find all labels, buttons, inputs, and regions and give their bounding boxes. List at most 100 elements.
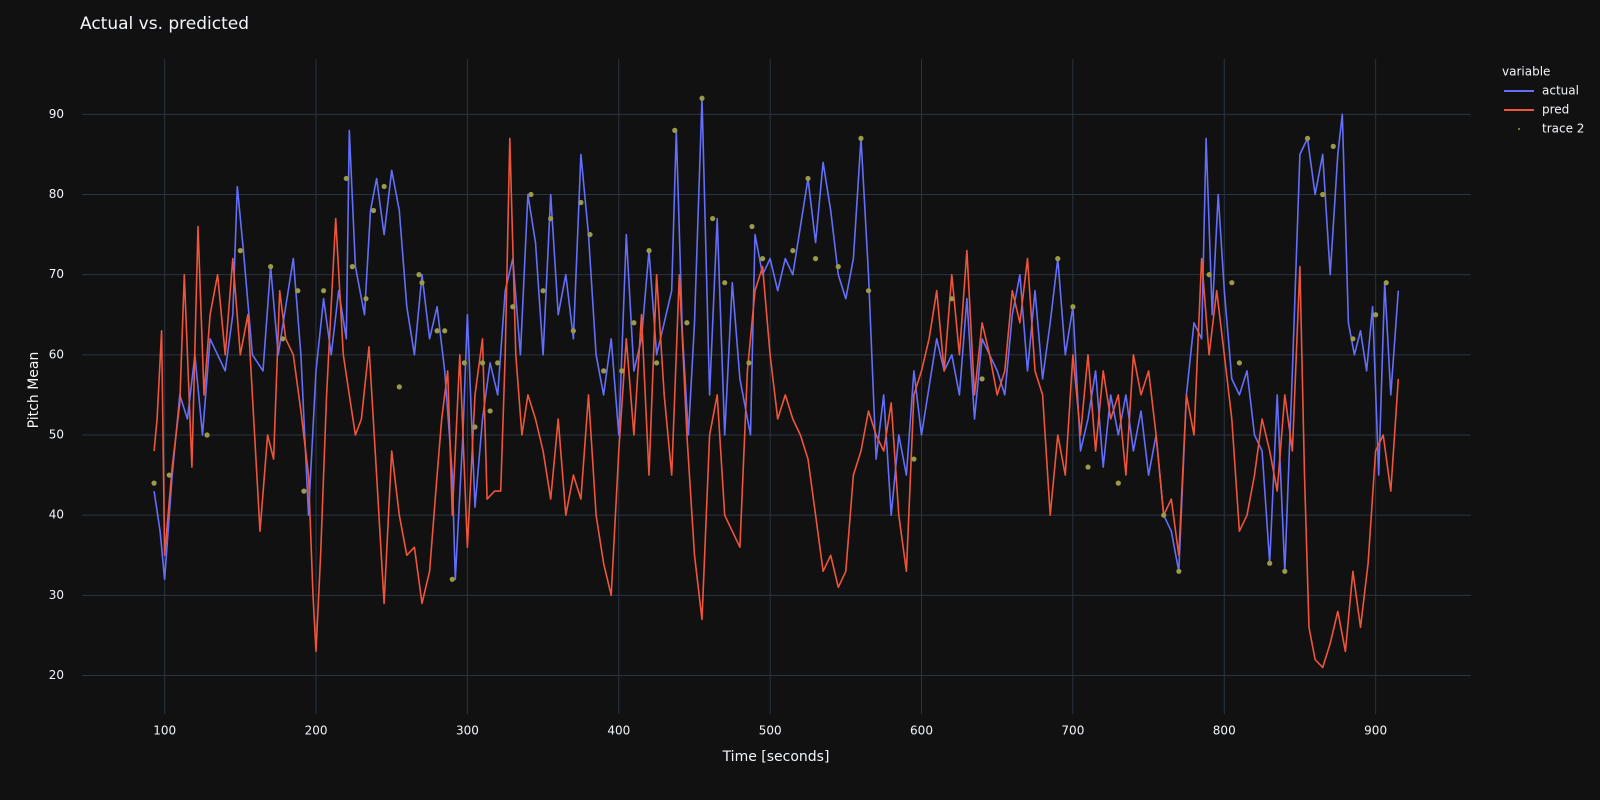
marker bbox=[1304, 135, 1311, 141]
marker bbox=[151, 480, 157, 486]
marker bbox=[790, 248, 796, 254]
line bbox=[153, 137, 1400, 669]
marker bbox=[166, 472, 172, 478]
marker bbox=[442, 328, 448, 334]
marker bbox=[1373, 312, 1379, 318]
marker bbox=[472, 424, 478, 430]
legend-symbol bbox=[1518, 128, 1520, 130]
marker bbox=[1282, 568, 1288, 574]
marker bbox=[540, 288, 546, 294]
marker bbox=[570, 328, 576, 334]
marker bbox=[601, 368, 607, 374]
x-tick-label: 600 bbox=[910, 724, 933, 738]
marker bbox=[684, 320, 690, 326]
y-tick-label: 90 bbox=[49, 107, 64, 121]
marker bbox=[461, 360, 467, 366]
x-axis-title: Time [seconds] bbox=[722, 749, 830, 765]
marker bbox=[343, 175, 349, 182]
marker bbox=[268, 264, 274, 270]
marker bbox=[349, 264, 355, 270]
marker bbox=[1176, 568, 1182, 574]
y-tick-label: 50 bbox=[49, 428, 64, 442]
y-tick-label: 70 bbox=[49, 267, 64, 281]
x-tick-label: 800 bbox=[1213, 724, 1236, 738]
marker bbox=[416, 272, 422, 278]
marker bbox=[510, 304, 516, 310]
marker bbox=[479, 360, 486, 366]
marker bbox=[979, 376, 985, 382]
x-tick-label: 400 bbox=[607, 724, 630, 738]
marker bbox=[865, 288, 872, 294]
marker bbox=[419, 280, 425, 286]
y-tick-label: 30 bbox=[49, 588, 64, 602]
marker bbox=[1236, 360, 1242, 366]
legend-label: pred bbox=[1542, 103, 1569, 117]
x-tick-label: 300 bbox=[456, 724, 479, 738]
marker bbox=[1229, 280, 1235, 286]
y-tick-label: 60 bbox=[49, 347, 64, 361]
marker bbox=[710, 215, 716, 222]
marker bbox=[759, 256, 766, 262]
marker bbox=[578, 199, 584, 206]
marker bbox=[204, 432, 210, 438]
marker bbox=[1267, 560, 1273, 566]
legend-label: actual bbox=[1542, 84, 1579, 98]
marker bbox=[295, 288, 301, 294]
marker bbox=[805, 175, 811, 182]
marker bbox=[1206, 272, 1212, 278]
marker bbox=[1383, 280, 1389, 286]
marker bbox=[396, 384, 402, 390]
marker bbox=[1330, 143, 1336, 149]
marker bbox=[672, 127, 678, 133]
marker bbox=[749, 223, 755, 230]
y-axis-title: Pitch Mean bbox=[26, 352, 42, 429]
marker bbox=[858, 135, 864, 141]
marker bbox=[237, 248, 243, 254]
marker bbox=[1055, 256, 1061, 262]
x-tick-label: 200 bbox=[305, 724, 328, 738]
marker bbox=[631, 320, 637, 326]
x-tick-label: 500 bbox=[759, 724, 782, 738]
marker bbox=[487, 408, 493, 414]
marker bbox=[434, 328, 440, 334]
y-tick-label: 40 bbox=[49, 508, 64, 522]
y-tick-label: 80 bbox=[49, 187, 64, 201]
marker bbox=[1115, 480, 1121, 486]
marker bbox=[495, 360, 501, 366]
marker bbox=[449, 576, 455, 582]
marker bbox=[619, 368, 625, 374]
marker bbox=[363, 296, 369, 302]
x-tick-label: 900 bbox=[1364, 724, 1387, 738]
marker bbox=[320, 288, 327, 294]
legend-label: trace 2 bbox=[1542, 122, 1584, 136]
marker bbox=[280, 336, 286, 342]
marker bbox=[528, 191, 534, 198]
marker bbox=[746, 360, 752, 366]
marker bbox=[1350, 336, 1356, 342]
marker bbox=[1320, 191, 1326, 198]
marker bbox=[911, 456, 917, 462]
marker bbox=[548, 215, 554, 222]
marker bbox=[812, 256, 819, 262]
marker bbox=[699, 95, 705, 101]
chart-title: Actual vs. predicted bbox=[80, 14, 249, 34]
x-tick-label: 700 bbox=[1061, 724, 1084, 738]
marker bbox=[301, 488, 307, 494]
x-tick-label: 100 bbox=[153, 724, 176, 738]
marker bbox=[1070, 304, 1076, 310]
marker bbox=[1085, 464, 1091, 470]
marker bbox=[722, 280, 728, 286]
line bbox=[153, 97, 1400, 581]
marker bbox=[370, 207, 377, 214]
marker bbox=[949, 296, 955, 302]
marker bbox=[654, 360, 660, 366]
marker bbox=[381, 183, 387, 190]
marker bbox=[835, 264, 841, 270]
legend-title: variable bbox=[1502, 65, 1550, 79]
y-tick-label: 20 bbox=[49, 668, 64, 682]
marker bbox=[1161, 512, 1167, 518]
marker bbox=[587, 231, 593, 238]
marker bbox=[646, 248, 652, 254]
